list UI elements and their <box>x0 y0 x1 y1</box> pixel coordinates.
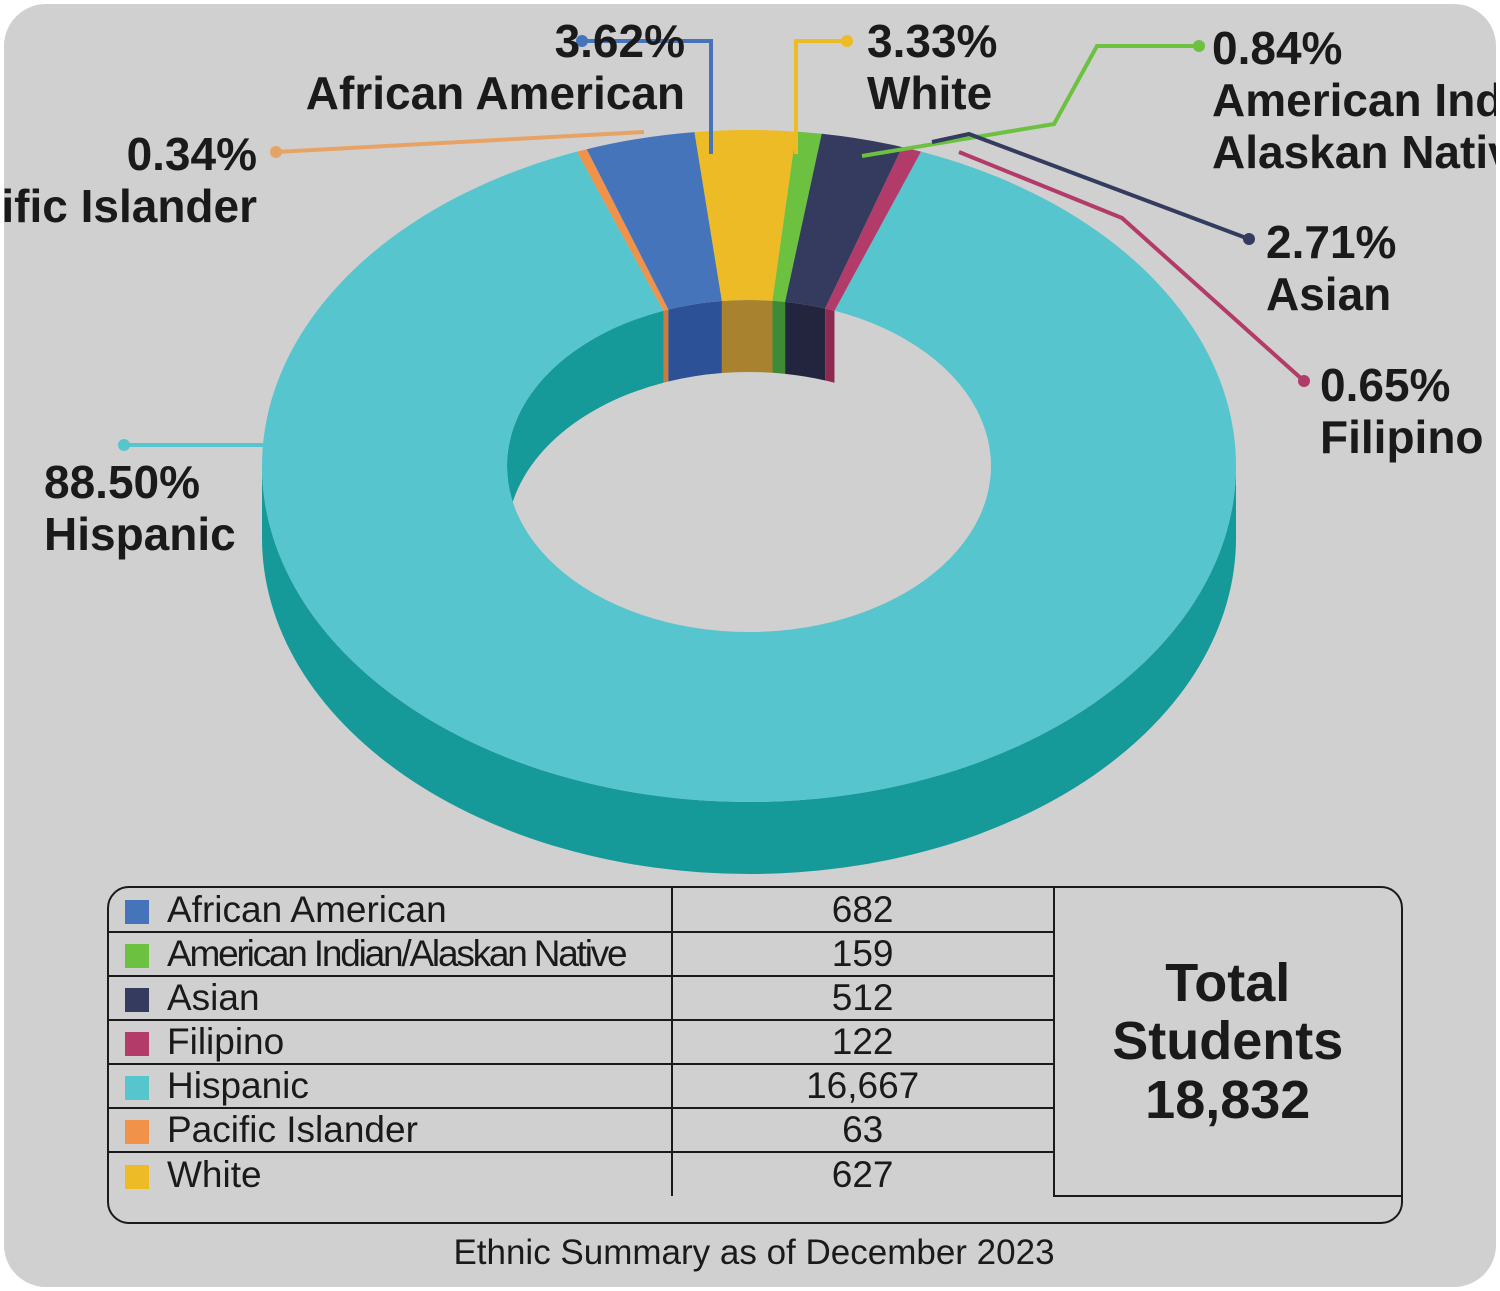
row-name: Asian <box>167 977 260 1018</box>
leader-dot-asian <box>1243 233 1255 245</box>
table-row: Asian 512 <box>109 975 1401 1021</box>
leader-dot-pacific-islander <box>270 146 282 158</box>
legend-swatch <box>125 899 149 924</box>
row-value: 122 <box>670 1019 1055 1065</box>
total-line1: Total <box>1165 953 1291 1014</box>
table-row: White 627 <box>109 1151 1401 1196</box>
row-value: 63 <box>670 1107 1055 1153</box>
total-line2: Students <box>1112 1011 1344 1072</box>
row-name: White <box>167 1153 262 1195</box>
hole-wall-american-indian-alaskan-native <box>772 300 786 374</box>
legend-swatch <box>125 988 149 1012</box>
slice-label-african-american: 3.62% African American <box>306 15 685 119</box>
hole-wall-asian <box>785 301 826 381</box>
hole-wall-filipino <box>825 308 835 383</box>
leader-dot-hispanic <box>118 439 130 451</box>
row-value: 159 <box>670 931 1055 977</box>
row-value: 512 <box>670 975 1055 1021</box>
row-name: Filipino <box>167 1021 285 1062</box>
row-value: 627 <box>670 1151 1055 1196</box>
slice-label-hispanic: 88.50% Hispanic <box>44 456 236 560</box>
chart-caption: Ethnic Summary as of December 2023 <box>453 1233 1055 1272</box>
slice-filipino <box>825 147 922 311</box>
slice-label-white: 3.33% White <box>867 15 997 119</box>
leader-line-filipino <box>958 150 1306 383</box>
row-name: Hispanic <box>167 1065 309 1106</box>
row-name: African American <box>167 888 447 930</box>
table-row: American Indian/Alaskan Native 159 <box>109 931 1401 977</box>
hole-wall-african-american <box>668 301 722 382</box>
donut-layer <box>262 129 1237 874</box>
leader-dot-filipino <box>1298 375 1310 387</box>
slice-african-american <box>586 132 722 310</box>
leader-dot-african-american <box>576 35 588 47</box>
table-row: Filipino 122 <box>109 1019 1401 1065</box>
leader-line-american-indian <box>861 44 1199 158</box>
slice-white <box>694 129 797 302</box>
hole-wall-hispanic <box>507 310 664 538</box>
summary-table: African American 682 Total Students 18,8… <box>107 886 1403 1224</box>
legend-swatch <box>125 944 149 968</box>
slice-side-hispanic <box>262 466 1236 874</box>
table-row: Pacific Islander 63 <box>109 1107 1401 1153</box>
leader-dot-white <box>841 35 853 47</box>
legend-swatch <box>125 1120 149 1144</box>
row-value: 682 <box>670 888 1055 933</box>
callout-layer: 3.62% African American 3.33% White 0.84% Amer… <box>4 15 1496 560</box>
leader-dot-american-indian <box>1193 40 1205 52</box>
table-row: African American 682 Total Students 18,8… <box>109 888 1401 1197</box>
slice-label-pacific-islander: 0.34%Pacific Islander <box>4 128 257 232</box>
hole-wall-white <box>721 299 773 374</box>
legend-swatch <box>125 1164 149 1189</box>
total-students: Total Students 18,832 <box>1052 888 1401 1197</box>
slice-pacific-islander <box>576 149 669 311</box>
legend-swatch <box>125 1076 149 1100</box>
legend-swatch <box>125 1032 149 1056</box>
slice-label-american-indian: 0.84%American Indian/Alaskan Native <box>1212 22 1496 178</box>
donut-chart: 3.62% African American 3.33% White 0.84% Amer… <box>4 15 1496 874</box>
row-name: Pacific Islander <box>167 1109 418 1150</box>
slice-asian <box>785 133 903 309</box>
row-name: American Indian/Alaskan Native <box>167 933 628 974</box>
slice-label-filipino: 0.65% Filipino <box>1320 359 1484 463</box>
hole-wall-pacific-islander <box>663 309 669 383</box>
chart-card: 3.62% African American 3.33% White 0.84% Amer… <box>4 4 1496 1287</box>
leader-line-pacific-islander <box>275 130 645 154</box>
slice-american-indian-alaskan-native <box>772 131 822 302</box>
leader-line-asian <box>931 131 1250 241</box>
total-value: 18,832 <box>1145 1069 1311 1130</box>
row-value: 16,667 <box>670 1063 1055 1109</box>
table-row: Hispanic 16,667 <box>109 1063 1401 1109</box>
slice-hispanic <box>262 151 1237 803</box>
leader-line-african-american <box>582 39 713 154</box>
leader-line-white <box>794 39 847 154</box>
slice-label-asian: 2.71% Asian <box>1266 216 1396 320</box>
